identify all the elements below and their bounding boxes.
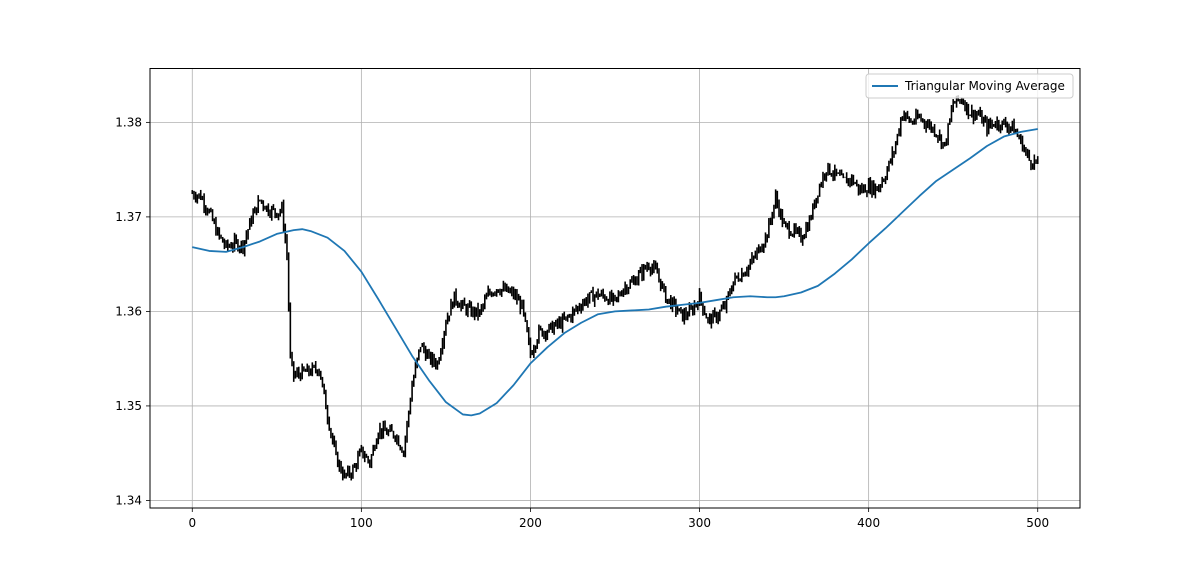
x-tick-label: 200 <box>519 516 542 530</box>
y-tick-label: 1.35 <box>115 399 142 413</box>
y-tick-label: 1.38 <box>115 115 142 129</box>
x-tick-label: 100 <box>350 516 373 530</box>
x-axis: 0 100 200 300 400 500 <box>188 508 1049 530</box>
y-tick-label: 1.36 <box>115 304 142 318</box>
x-tick-label: 500 <box>1026 516 1049 530</box>
legend-box <box>865 73 1074 99</box>
plot-area <box>150 68 1080 508</box>
price-series <box>191 95 1039 481</box>
plot-frame <box>149 68 1081 509</box>
x-tick-label: 300 <box>688 516 711 530</box>
x-tick-label: 0 <box>188 516 196 530</box>
tma-line <box>192 128 1038 417</box>
x-tick-label: 400 <box>857 516 880 530</box>
legend: Triangular Moving Average <box>865 73 1074 99</box>
y-tick-label: 1.37 <box>115 210 142 224</box>
y-tick-label: 1.34 <box>115 493 142 507</box>
y-axis: 1.34 1.35 1.36 1.37 1.38 <box>115 115 150 507</box>
legend-label-tma: Triangular Moving Average <box>904 79 1065 93</box>
tma-series <box>192 128 1038 417</box>
